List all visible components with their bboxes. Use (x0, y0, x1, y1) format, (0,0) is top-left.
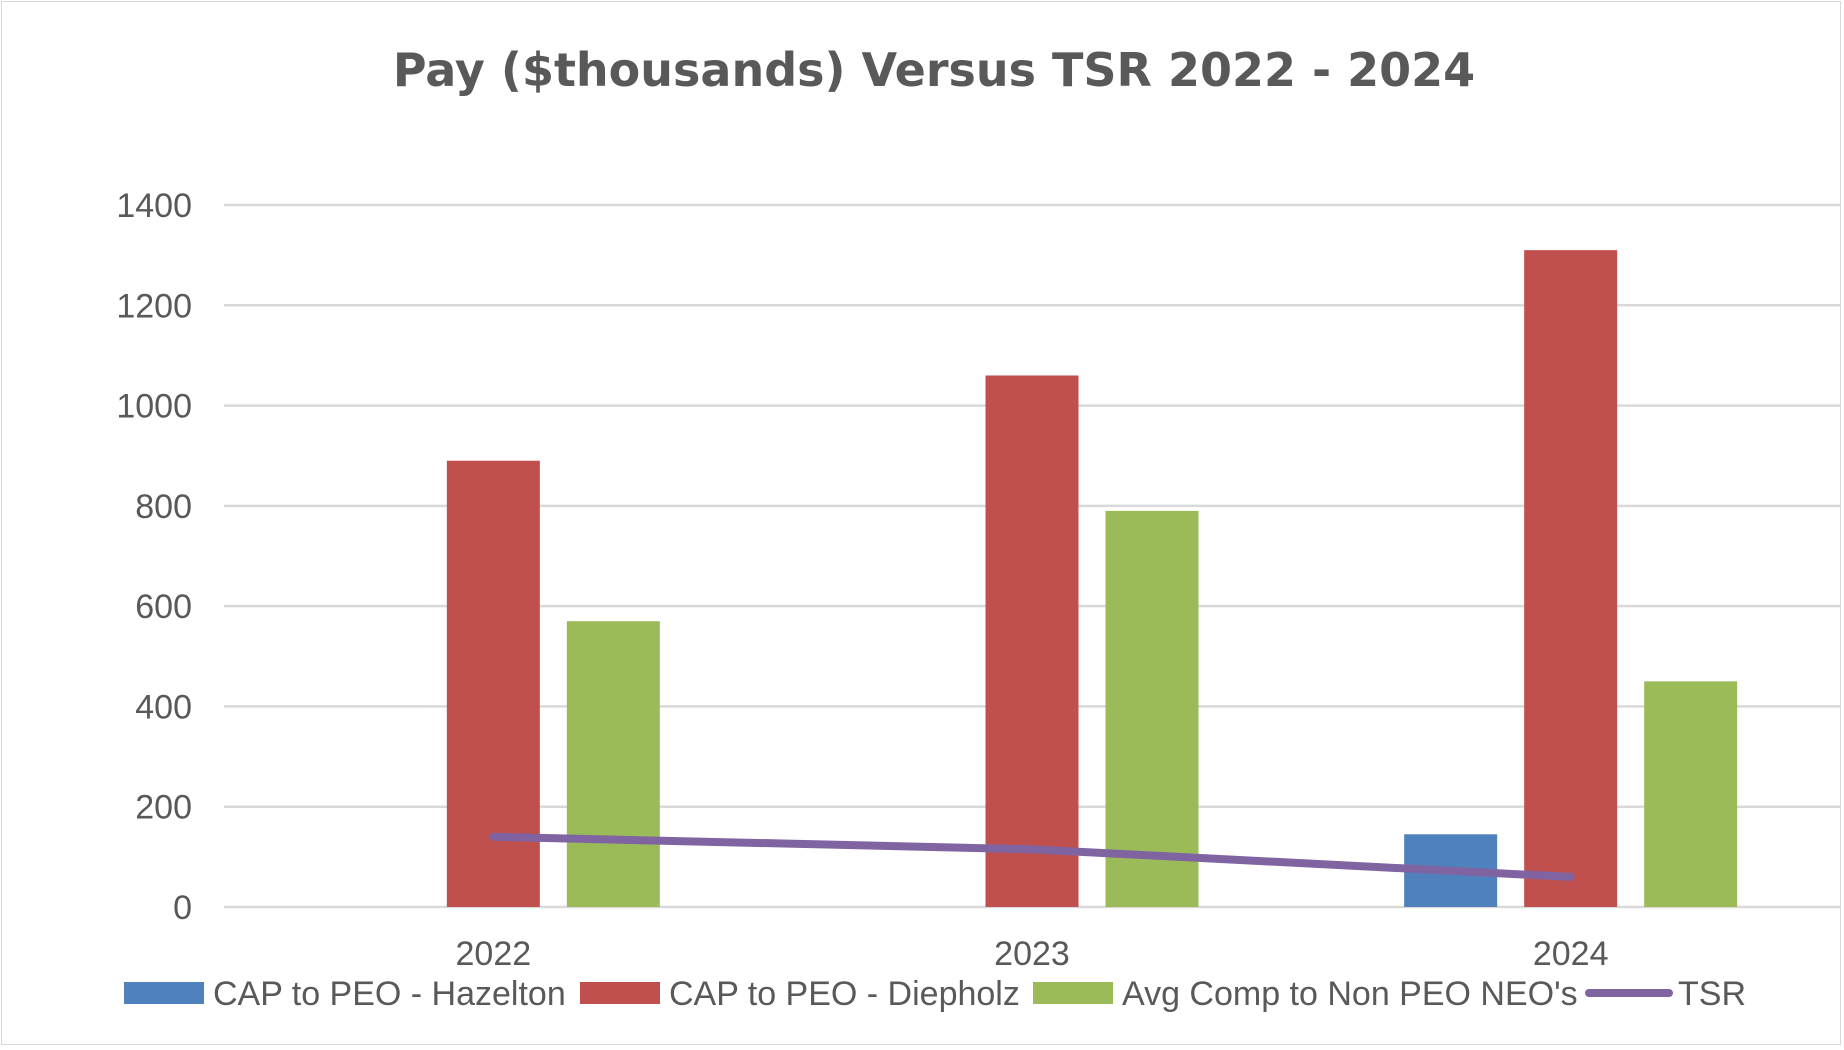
y-tick-label: 1200 (116, 287, 192, 325)
y-tick-label: 0 (173, 889, 192, 927)
legend-label-cap-to-peo-diepholz: CAP to PEO - Diepholz (669, 975, 1020, 1013)
x-axis-ticks: 2022 2023 2024 (456, 935, 1609, 973)
x-tick-label: 2024 (1533, 935, 1609, 973)
y-tick-label: 200 (135, 789, 192, 827)
legend: CAP to PEO - Hazelton CAP to PEO - Diepho… (124, 975, 1746, 1013)
bar-avg-comp-to-non-peo-neo-s-2023 (1105, 510, 1199, 907)
bar-cap-to-peo-diepholz-2023 (985, 375, 1079, 907)
y-tick-label: 1000 (116, 388, 192, 426)
legend-label-cap-to-peo-hazelton: CAP to PEO - Hazelton (213, 975, 566, 1013)
bar-cap-to-peo-diepholz-2024 (1524, 250, 1618, 908)
bar-cap-to-peo-diepholz-2022 (446, 460, 540, 907)
x-tick-label: 2023 (994, 935, 1070, 973)
y-tick-label: 400 (135, 688, 192, 726)
bar-avg-comp-to-non-peo-neo-s-2024 (1644, 681, 1738, 907)
y-axis-ticks: 0 200 400 600 800 1000 1200 1400 (116, 187, 192, 927)
legend-label-tsr: TSR (1678, 975, 1746, 1013)
bar-avg-comp-to-non-peo-neo-s-2022 (566, 621, 660, 907)
y-tick-label: 800 (135, 488, 192, 526)
legend-swatch-cap-to-peo-diepholz (580, 982, 660, 1004)
legend-label-avg-comp-to-non-peo-neo-s: Avg Comp to Non PEO NEO's (1122, 975, 1578, 1013)
bars (446, 250, 1738, 908)
tsr-line-layer (489, 832, 1575, 881)
chart-title: Pay ($thousands) Versus TSR 2022 - 2024 (393, 43, 1475, 97)
y-tick-label: 600 (135, 588, 192, 626)
x-tick-label: 2022 (456, 935, 532, 973)
y-tick-label: 1400 (116, 187, 192, 225)
legend-swatch-cap-to-peo-hazelton (124, 982, 204, 1004)
legend-swatch-avg-comp-to-non-peo-neo-s (1033, 982, 1113, 1004)
